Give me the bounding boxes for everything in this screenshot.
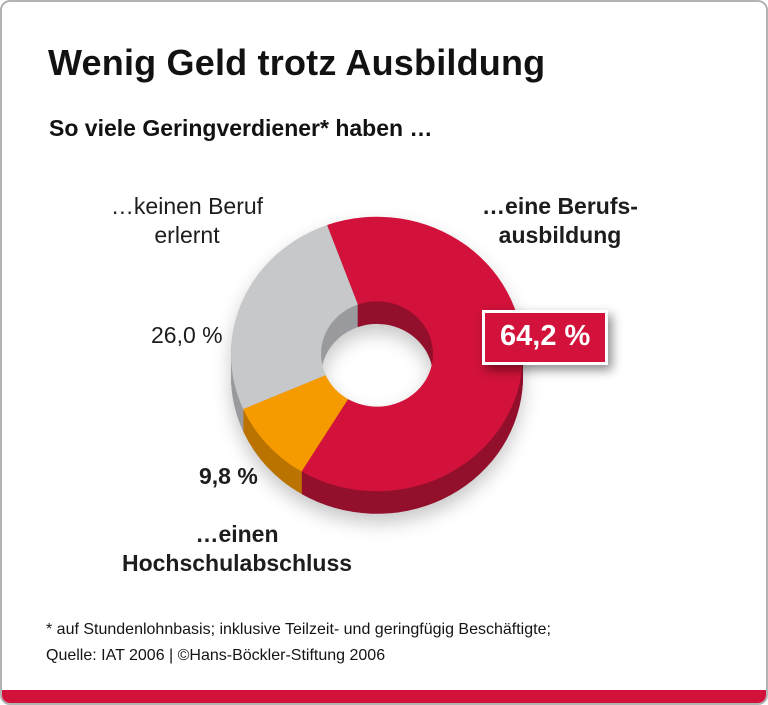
page-subtitle: So viele Geringverdiener* haben …: [49, 115, 433, 141]
bottom-accent-bar: [2, 690, 766, 703]
label-keinen-beruf: …keinen Beruf erlernt: [87, 192, 287, 250]
footnote-block: * auf Stundenlohnbasis; inklusive Teilze…: [46, 617, 551, 669]
label-berufsausbildung: …eine Berufs- ausbildung: [464, 192, 656, 250]
label-keinen-beruf-line1: …keinen Beruf: [110, 193, 264, 219]
source-line: Quelle: IAT 2006 | ©Hans-Böckler-Stiftun…: [46, 647, 386, 664]
label-berufsausbildung-line1: …eine Berufs-: [482, 193, 638, 219]
label-hochschulabschluss-line1: …einen: [195, 521, 279, 547]
value-berufsausbildung: 64,2 %: [500, 320, 591, 352]
label-hochschulabschluss-line2: Hochschulabschluss: [121, 550, 353, 576]
footnote: * auf Stundenlohnbasis; inklusive Teilze…: [46, 621, 551, 638]
value-keinen-beruf: 26,0 %: [151, 322, 223, 348]
callout-box-berufsausbildung: 64,2 %: [482, 310, 609, 365]
label-keinen-beruf-line2: erlernt: [154, 222, 220, 248]
label-berufsausbildung-line2: ausbildung: [498, 222, 622, 248]
page-title: Wenig Geld trotz Ausbildung: [48, 42, 546, 83]
label-hochschulabschluss: …einen Hochschulabschluss: [107, 520, 367, 578]
value-hochschulabschluss: 9,8 %: [199, 463, 258, 489]
